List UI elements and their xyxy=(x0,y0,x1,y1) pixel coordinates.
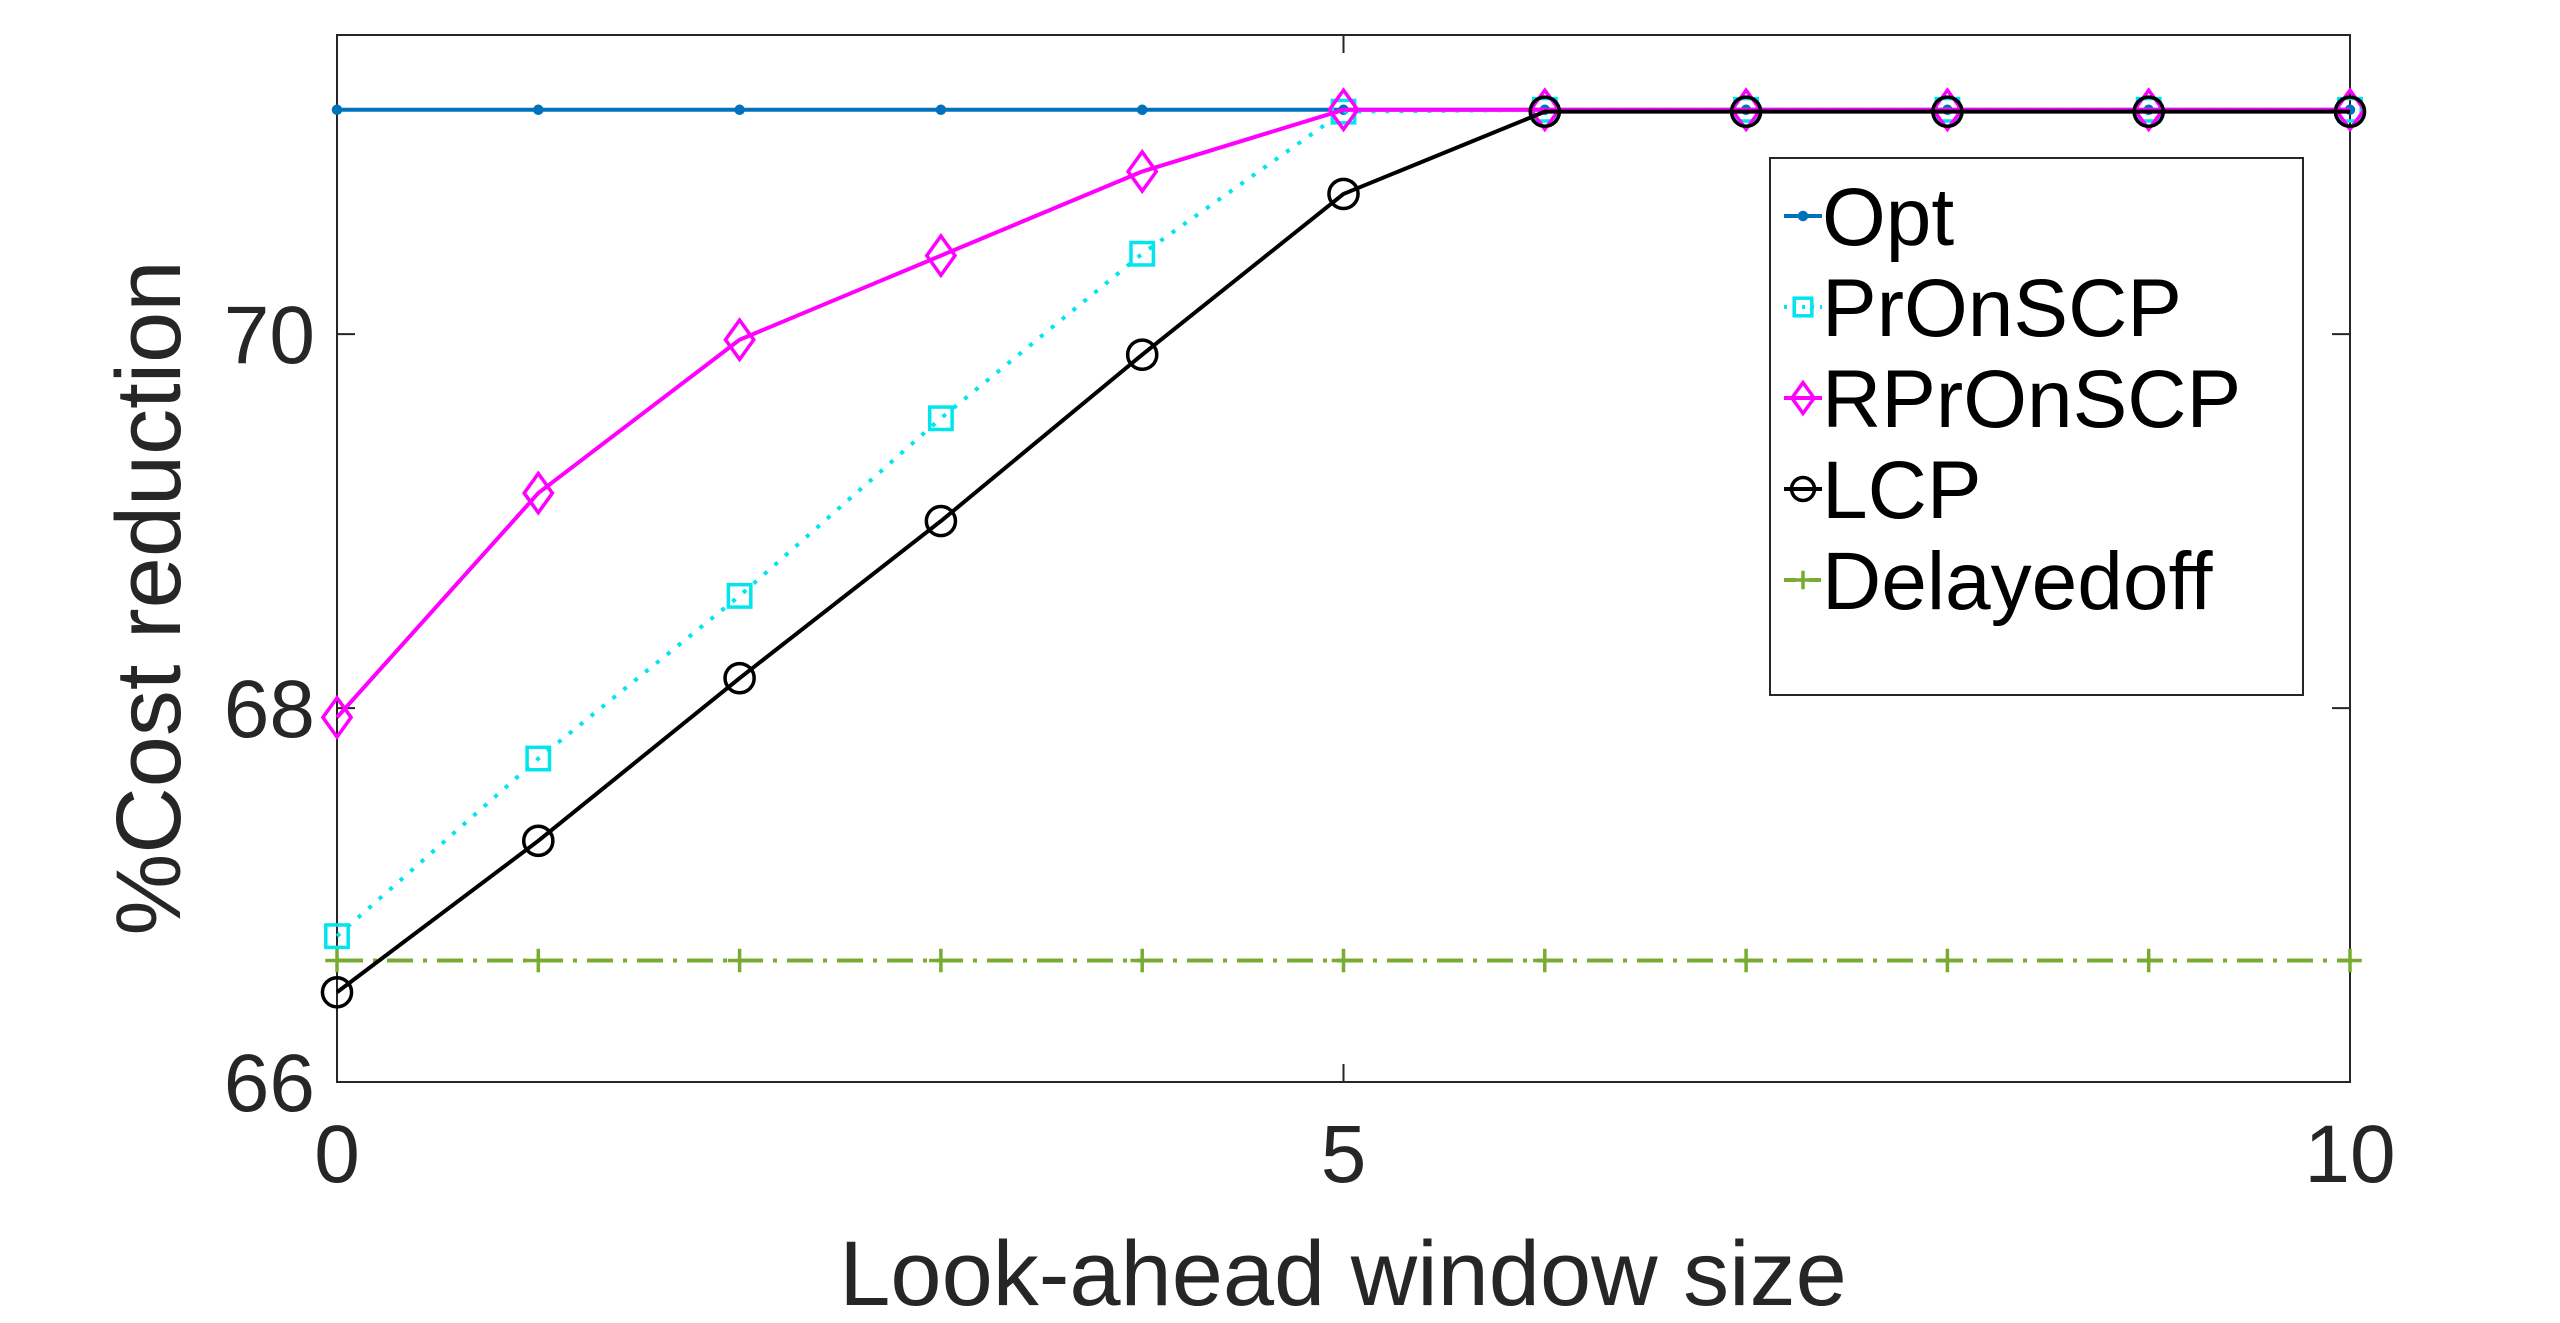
data-point xyxy=(320,975,354,1009)
data-point xyxy=(1734,948,1758,973)
data-point xyxy=(1935,948,1960,973)
data-point xyxy=(1793,570,1813,590)
x-tick-label: 5 xyxy=(1321,1109,1367,1200)
data-point xyxy=(1528,87,1562,133)
data-point xyxy=(1931,95,1964,128)
data-point xyxy=(1136,104,1148,116)
legend-box xyxy=(1769,157,2304,696)
data-point xyxy=(533,104,544,116)
data-point xyxy=(1125,148,1159,195)
data-point xyxy=(935,104,947,116)
x-tick-label: 10 xyxy=(2304,1109,2395,1200)
data-point xyxy=(1327,177,1360,211)
legend-label: PrOnSCP xyxy=(1822,263,2182,354)
data-point xyxy=(1130,948,1154,973)
data-point xyxy=(924,504,958,538)
data-point xyxy=(1125,338,1159,372)
legend-item: RPrOnSCP xyxy=(1784,354,2241,445)
legend-item: Opt xyxy=(1784,172,1954,263)
axes: 0 5 10 66 68 70 xyxy=(224,34,2396,1200)
data-point xyxy=(1797,210,1809,222)
legend-label: LCP xyxy=(1822,445,1982,536)
data-point xyxy=(2338,948,2362,973)
data-point xyxy=(1931,87,1964,133)
data-point xyxy=(924,233,958,279)
data-point xyxy=(324,923,350,950)
legend-item: LCP xyxy=(1784,445,1982,536)
y-tick-label: 66 xyxy=(224,1038,315,1129)
legend-item: PrOnSCP xyxy=(1784,263,2182,354)
legend-label: Opt xyxy=(1822,172,1954,263)
data-point xyxy=(1331,948,1356,973)
x-axis-title: Look-ahead window size xyxy=(839,1223,1847,1323)
data-point xyxy=(2132,95,2166,128)
data-point xyxy=(929,948,953,973)
data-point xyxy=(723,661,756,695)
data-point xyxy=(525,745,552,772)
data-point xyxy=(522,470,555,516)
legend-item: Delayedoff xyxy=(1784,536,2213,627)
data-point xyxy=(1533,948,1557,973)
data-point xyxy=(2132,87,2165,133)
series-line xyxy=(335,109,2350,994)
data-point xyxy=(526,948,551,973)
data-point xyxy=(1729,87,1763,133)
data-point xyxy=(727,948,752,973)
data-point xyxy=(320,694,354,741)
data-point xyxy=(723,317,756,363)
series-delayedoff xyxy=(325,948,2362,973)
y-tick-label: 68 xyxy=(224,664,315,755)
y-tick-label: 70 xyxy=(224,290,315,381)
data-point xyxy=(1327,87,1360,133)
data-point xyxy=(1789,475,1817,503)
data-point xyxy=(2333,95,2367,128)
data-point xyxy=(1528,95,1562,128)
legend-label: RPrOnSCP xyxy=(1822,354,2241,445)
data-point xyxy=(2333,87,2367,133)
y-axis-title: %Cost reduction xyxy=(98,261,200,936)
data-point xyxy=(331,104,343,116)
series-lcp xyxy=(320,95,2367,1009)
data-point xyxy=(1729,95,1763,128)
data-point xyxy=(1789,379,1817,417)
data-point xyxy=(2136,948,2161,973)
legend-label: Delayedoff xyxy=(1822,536,2213,627)
data-point xyxy=(1792,296,1814,318)
series-group xyxy=(320,87,2367,1009)
data-point xyxy=(325,948,349,973)
data-point xyxy=(734,104,745,116)
data-point xyxy=(521,824,555,858)
x-tick-label: 0 xyxy=(314,1109,360,1200)
data-point xyxy=(1129,240,1156,267)
data-point xyxy=(726,582,753,609)
data-point xyxy=(927,405,954,432)
